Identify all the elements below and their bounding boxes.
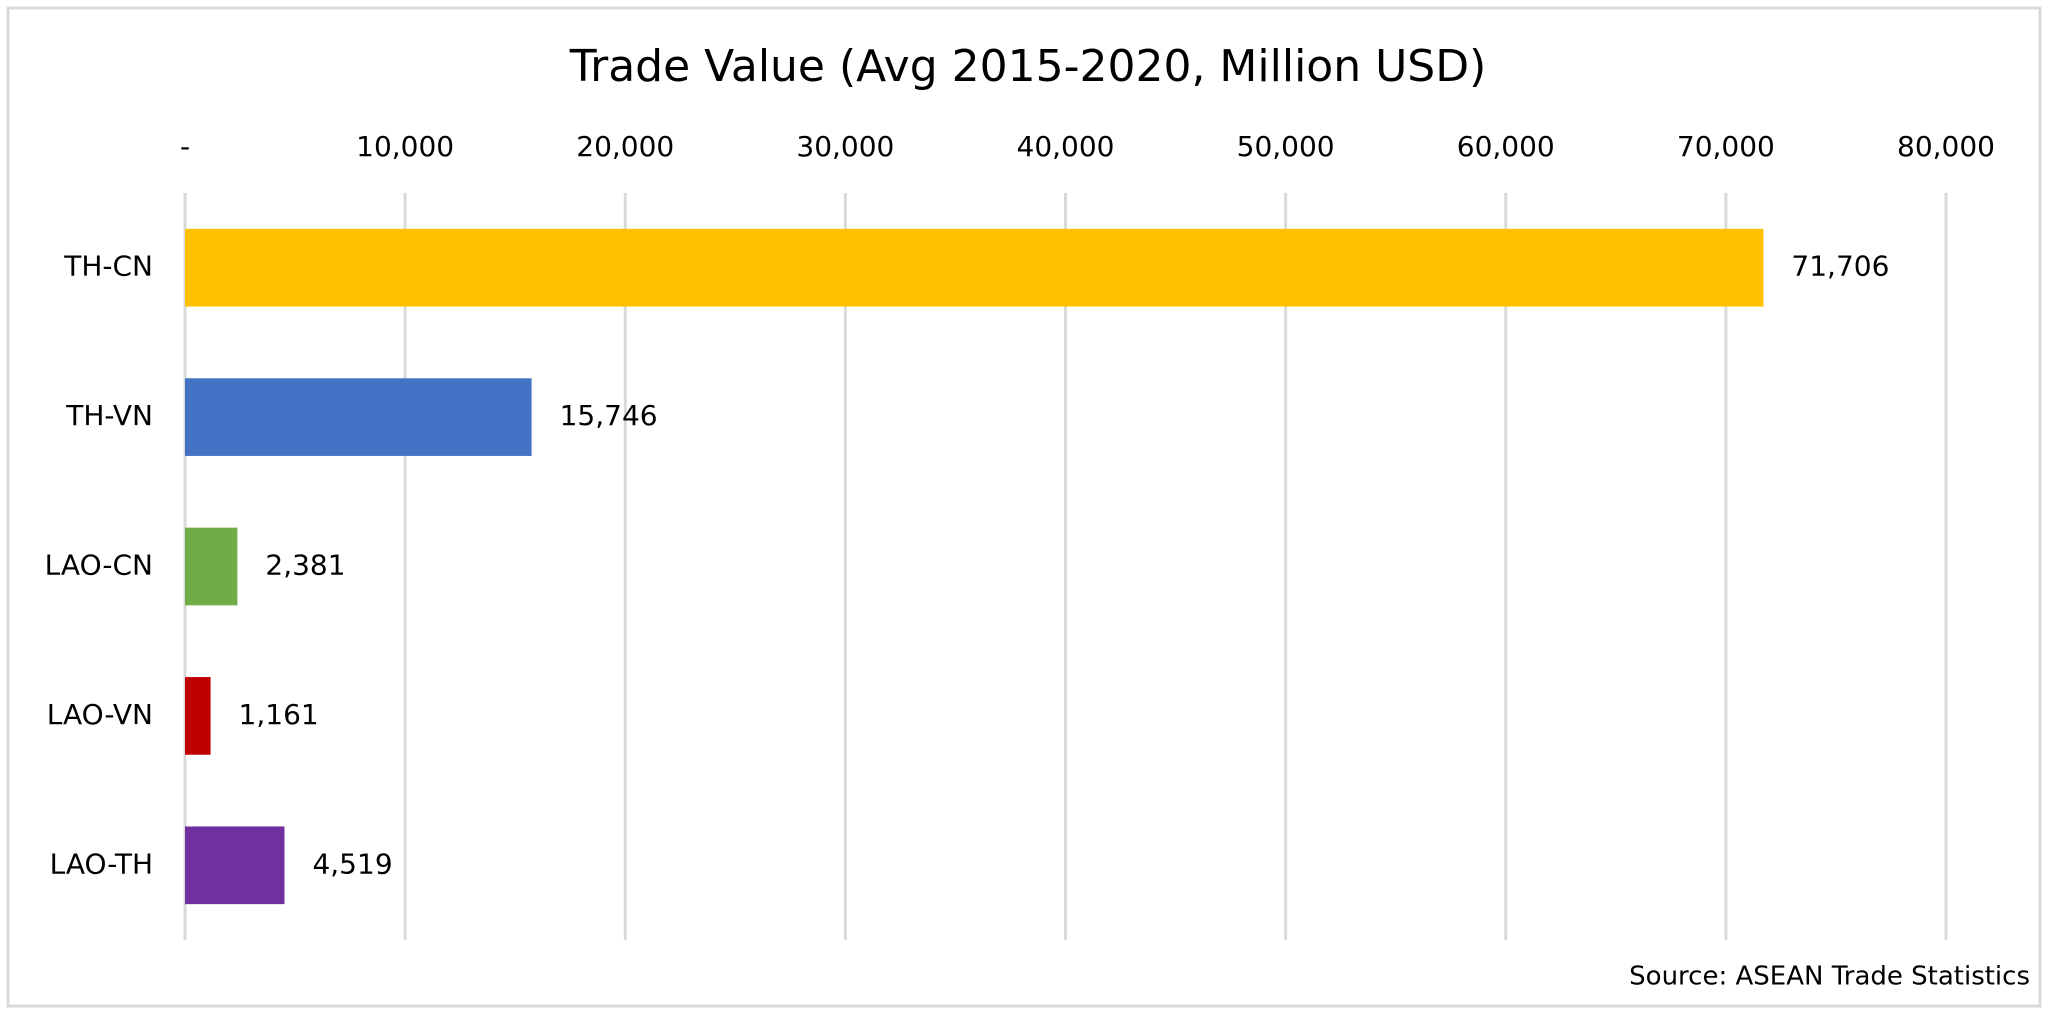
x-tick-label: 50,000 (1237, 130, 1335, 163)
value-label: 4,519 (312, 847, 392, 880)
x-tick-label: 10,000 (356, 130, 454, 163)
value-label: 15,746 (560, 399, 658, 432)
x-tick-label: 80,000 (1897, 130, 1995, 163)
bar (185, 527, 238, 606)
x-tick-label: 60,000 (1457, 130, 1555, 163)
y-tick-label: TH-CN (63, 250, 153, 283)
y-tick-label: LAO-CN (45, 549, 153, 582)
bar (185, 826, 285, 905)
x-tick-label: 40,000 (1017, 130, 1115, 163)
x-tick-label: - (180, 130, 190, 163)
x-tick-label: 70,000 (1677, 130, 1775, 163)
y-tick-label: TH-VN (65, 399, 153, 432)
source-note: Source: ASEAN Trade Statistics (1629, 962, 2030, 992)
bar (185, 228, 1764, 307)
value-label: 2,381 (265, 549, 345, 582)
y-tick-label: LAO-VN (47, 698, 153, 731)
y-tick-label: LAO-TH (50, 847, 153, 880)
chart-border (6, 6, 2042, 1008)
bar (185, 378, 532, 456)
value-label: 71,706 (1791, 250, 1889, 283)
x-tick-label: 30,000 (796, 130, 894, 163)
chart-title: Trade Value (Avg 2015-2020, Million USD) (569, 41, 1487, 92)
x-tick-label: 20,000 (576, 130, 674, 163)
value-label: 1,161 (239, 698, 319, 731)
bar (185, 677, 211, 755)
